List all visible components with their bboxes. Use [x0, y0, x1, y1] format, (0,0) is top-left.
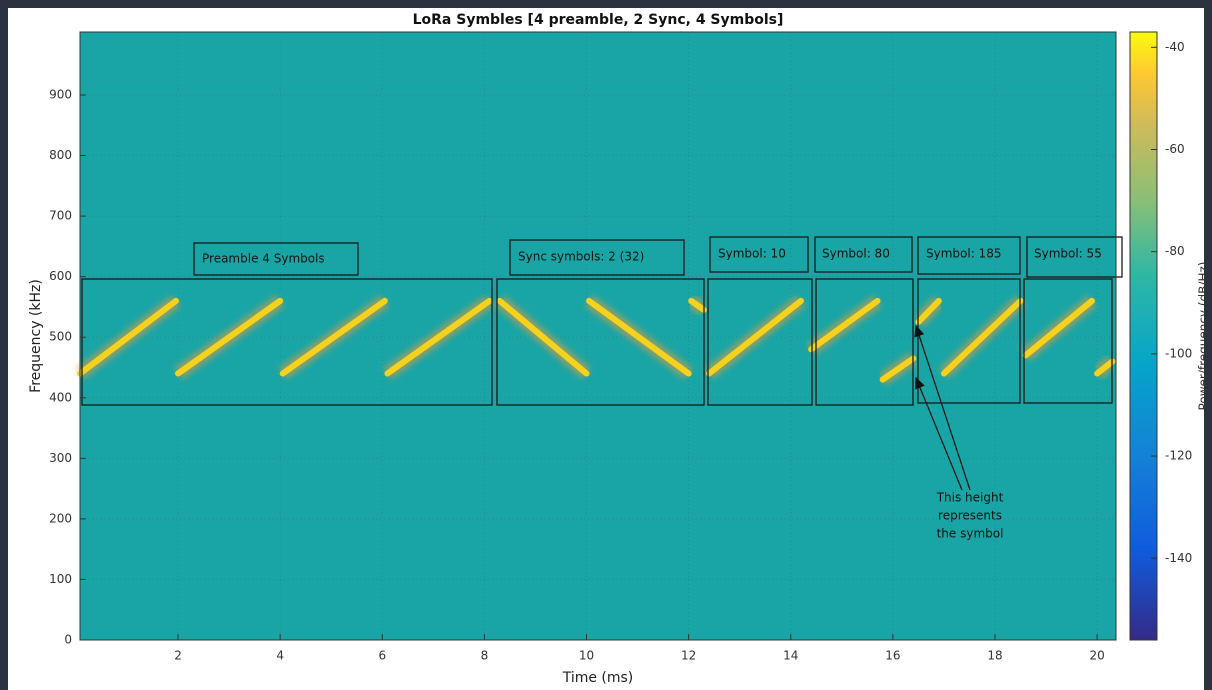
- box-label: Symbol: 10: [718, 247, 786, 261]
- colorbar-tick-label: -100: [1165, 346, 1192, 360]
- chirp: [279, 297, 388, 377]
- chirp: [586, 297, 692, 377]
- x-tick-label: 18: [987, 649, 1002, 663]
- chirp: [688, 297, 707, 313]
- x-tick-label: 4: [276, 649, 284, 663]
- colorbar-label: Power/frequency (dB/Hz): [1197, 262, 1211, 411]
- region-box: [707, 278, 813, 406]
- x-tick-label: 16: [885, 649, 900, 663]
- chirp: [175, 297, 284, 377]
- y-tick-label: 400: [49, 390, 72, 404]
- label-box: [709, 236, 809, 273]
- x-tick-label: 10: [579, 649, 594, 663]
- colorbar: [1129, 31, 1158, 641]
- chirp: [1094, 358, 1116, 377]
- label-box: [814, 236, 913, 273]
- y-tick-label: 700: [49, 209, 72, 223]
- label-box: [1026, 236, 1123, 278]
- label-box: [509, 239, 685, 276]
- chirps: [75, 295, 1117, 386]
- colorbar-tick-label: -60: [1165, 142, 1185, 156]
- arrow: [915, 376, 963, 491]
- region-box: [917, 278, 1021, 404]
- y-axis-label: Frequency (kHz): [28, 279, 44, 393]
- y-tick-label: 600: [49, 269, 72, 283]
- region-box: [81, 278, 493, 406]
- y-tick-label: 800: [49, 148, 72, 162]
- chirp: [808, 297, 881, 353]
- region-box: [1023, 278, 1113, 404]
- x-tick-label: 8: [481, 649, 489, 663]
- note-line: represents: [938, 509, 1002, 523]
- chirp: [384, 297, 493, 377]
- chirp: [1022, 297, 1096, 359]
- x-tick-label: 6: [378, 649, 386, 663]
- colorbar-tick-label: -80: [1165, 244, 1185, 258]
- grid: [80, 32, 1116, 641]
- region-box: [496, 278, 705, 406]
- chart-title: LoRa Symbles [4 preamble, 2 Sync, 4 Symb…: [413, 12, 784, 28]
- chirp: [879, 355, 917, 383]
- plot-area: [80, 32, 1116, 640]
- y-tick-label: 100: [49, 572, 72, 586]
- label-box: [193, 242, 359, 276]
- chirp: [77, 297, 179, 377]
- box-label: Sync symbols: 2 (32): [518, 250, 644, 264]
- box-label: Preamble 4 Symbols: [202, 252, 325, 266]
- y-tick-label: 500: [49, 330, 72, 344]
- colorbar-tick-label: -120: [1165, 449, 1192, 463]
- note-line: the symbol: [937, 527, 1004, 541]
- x-tick-label: 14: [783, 649, 798, 663]
- colorbar-tick-label: -140: [1165, 551, 1192, 565]
- x-tick-label: 12: [681, 649, 696, 663]
- region-box: [815, 278, 914, 406]
- box-label: Symbol: 55: [1034, 247, 1102, 261]
- x-axis-label: Time (ms): [562, 670, 634, 686]
- chirp: [915, 297, 942, 326]
- chirp: [496, 297, 590, 377]
- x-tick-label: 20: [1089, 649, 1104, 663]
- plot-frame: [79, 31, 1117, 641]
- y-tick-label: 200: [49, 511, 72, 525]
- arrow: [914, 324, 971, 491]
- chirp: [940, 297, 1024, 377]
- y-tick-label: 900: [49, 87, 72, 101]
- y-tick-label: 300: [49, 451, 72, 465]
- box-label: Symbol: 185: [926, 247, 1001, 261]
- note-line: This height: [936, 491, 1004, 505]
- box-label: Symbol: 80: [822, 247, 890, 261]
- colorbar-tick-label: -40: [1165, 40, 1185, 54]
- y-tick-label: 0: [64, 633, 72, 647]
- x-tick-label: 2: [174, 649, 182, 663]
- annotations: [81, 236, 1123, 491]
- chirp: [706, 297, 804, 377]
- label-box: [917, 236, 1021, 275]
